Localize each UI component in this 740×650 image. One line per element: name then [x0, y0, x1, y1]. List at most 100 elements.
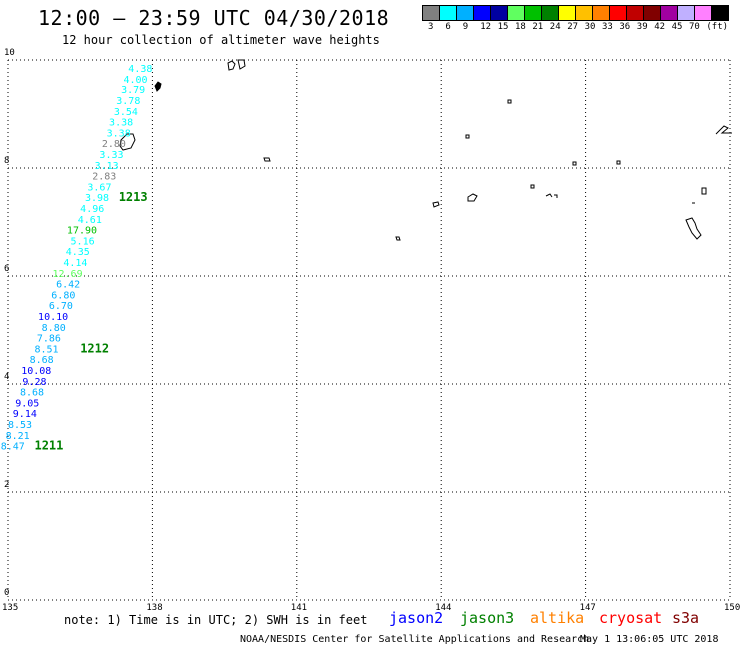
- y-tick-label: 4: [4, 372, 10, 382]
- wave-height-value: 9.28: [22, 377, 46, 388]
- satellite-label-jason3: jason3: [460, 609, 515, 627]
- island-outline: [154, 81, 162, 92]
- wave-height-value: 10.10: [38, 312, 68, 323]
- island-outline: [530, 184, 535, 189]
- map-title: 12:00 — 23:59 UTC 04/30/2018: [38, 6, 390, 30]
- y-tick-label: 0: [4, 588, 10, 598]
- island-outline: [572, 161, 577, 166]
- color-scale: [422, 5, 729, 21]
- scale-tick-label: 18: [515, 22, 526, 32]
- scale-swatch: [507, 5, 525, 21]
- scale-swatch: [592, 5, 610, 21]
- scale-swatch: [490, 5, 508, 21]
- wave-height-value: 2.80: [102, 139, 126, 150]
- wave-height-value: 3.79: [121, 85, 145, 96]
- island-outline: [263, 157, 271, 162]
- island-outline: [616, 160, 621, 165]
- x-tick-label: 141: [290, 603, 308, 613]
- credit-line: NOAA/NESDIS Center for Satellite Applica…: [240, 634, 590, 645]
- grid-lines: [7, 59, 731, 601]
- wave-height-value: 9.14: [13, 409, 37, 420]
- x-tick-label: 135: [2, 603, 19, 613]
- scale-tick-label: 70: [689, 22, 700, 32]
- scale-swatch: [626, 5, 644, 21]
- scale-swatch: [456, 5, 474, 21]
- scale-tick-label: 39: [636, 22, 648, 32]
- island-outline: [467, 193, 478, 202]
- y-tick-label: 2: [4, 480, 10, 490]
- scale-tick-label: 24: [549, 22, 561, 32]
- scale-swatch: [575, 5, 593, 21]
- island-outline: [701, 187, 707, 195]
- wave-height-value: 8.53: [8, 420, 32, 431]
- x-tick-label: 150: [724, 603, 740, 613]
- wave-height-value: 10.08: [21, 366, 51, 377]
- scale-tick-label: 9: [462, 22, 469, 32]
- wave-height-value: 6.42: [56, 280, 80, 291]
- scale-tick-label: 33: [602, 22, 613, 32]
- wave-height-value: 4.38: [128, 64, 152, 75]
- pass-time-label: 1211: [34, 439, 63, 453]
- island-outline: [465, 134, 470, 139]
- wave-height-value: 6.70: [49, 301, 73, 312]
- x-tick-label: 138: [146, 603, 163, 613]
- pass-time-label: 1212: [80, 341, 109, 355]
- scale-tick-label: 21: [532, 22, 544, 32]
- scale-swatch: [422, 5, 440, 21]
- wave-height-value: 4.35: [66, 247, 90, 258]
- scale-tick-label: 3: [428, 22, 434, 32]
- y-tick-label: 6: [4, 264, 10, 274]
- island-outline: [715, 125, 732, 135]
- wave-height-value: 8.68: [30, 355, 54, 366]
- island-outline: [395, 236, 401, 241]
- scale-swatch: [609, 5, 627, 21]
- scale-tick-label: 42: [654, 22, 666, 32]
- scale-swatch: [524, 5, 542, 21]
- scale-tick-label: (ft): [706, 22, 729, 32]
- wave-height-value: 3.38: [107, 128, 131, 139]
- wave-height-value: 4.14: [63, 258, 87, 269]
- land-outlines: [119, 59, 732, 241]
- scale-swatch: [541, 5, 559, 21]
- satellite-label-jason2: jason2: [389, 609, 444, 627]
- wave-height-value: 5.16: [71, 236, 95, 247]
- wave-height-value: 8.68: [20, 388, 44, 399]
- wave-height-value: 3.67: [87, 182, 111, 193]
- satellite-label-s3a: s3a: [672, 609, 700, 627]
- wave-height-value: 4.00: [123, 75, 147, 86]
- color-scale-ticks: 3 6 9 12 15 18 21 24 27 30 33 36 39 42 45 70 (ft): [428, 22, 738, 34]
- map-subtitle: 12 hour collection of altimeter wave hei…: [62, 33, 380, 47]
- scale-tick-label: 12: [480, 22, 492, 32]
- island-outline: [545, 193, 558, 198]
- scale-swatch: [677, 5, 695, 21]
- wave-height-value: 3.54: [114, 107, 138, 118]
- wave-height-value: 9.05: [15, 398, 39, 409]
- generation-timestamp: May 1 13:06:05 UTC 2018: [580, 634, 719, 645]
- wave-height-value: 4.61: [78, 215, 102, 226]
- wave-height-value: 3.98: [85, 193, 109, 204]
- island-outline: [507, 99, 512, 104]
- island-outline: [119, 133, 136, 151]
- wave-height-value: 12.69: [52, 269, 82, 280]
- footnote: note: 1) Time is in UTC; 2) SWH is in fe…: [64, 613, 368, 627]
- wave-height-value: 4.96: [80, 204, 104, 215]
- wave-height-value: 2.83: [92, 172, 116, 183]
- wave-height-value: 8.80: [42, 323, 66, 334]
- wave-height-value: 8.21: [6, 431, 30, 442]
- scale-swatch: [694, 5, 712, 21]
- wave-height-value: 3.33: [99, 150, 123, 161]
- scale-swatch: [660, 5, 678, 21]
- wave-height-value: 8.47: [1, 442, 25, 453]
- wave-height-value: 8.51: [34, 344, 58, 355]
- scale-tick-label: 6: [445, 22, 451, 32]
- island-outline: [432, 201, 440, 208]
- scale-tick-label: 30: [584, 22, 596, 32]
- wave-height-value: 3.78: [116, 96, 140, 107]
- x-tick-label: 147: [579, 603, 596, 613]
- wave-height-value: 6.80: [51, 290, 75, 301]
- y-tick-label: 8: [4, 156, 10, 166]
- x-tick-label: 144: [435, 603, 452, 613]
- wave-height-value: 7.86: [37, 334, 61, 345]
- scale-swatch: [711, 5, 729, 21]
